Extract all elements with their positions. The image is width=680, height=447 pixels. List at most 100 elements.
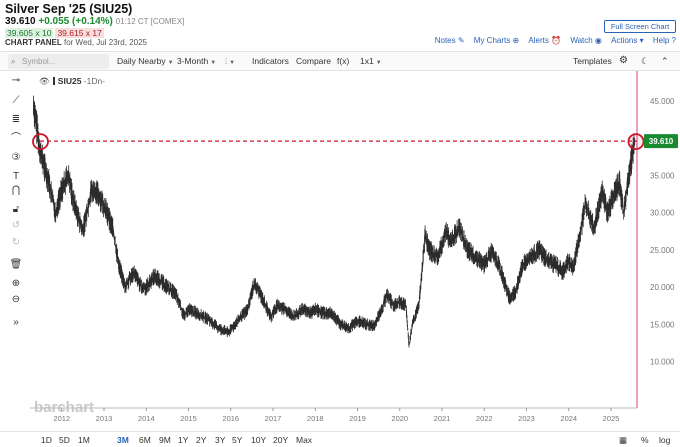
compare-button[interactable]: Compare — [296, 56, 331, 66]
top-links: Notes ✎ My Charts ⊕ Alerts ⏰ Watch ◉ Act… — [428, 36, 676, 45]
last-price: 39.610 — [5, 16, 36, 27]
alarm-clock-icon: ⏰ — [551, 36, 562, 45]
frequency-dropdown[interactable]: Daily Nearby ▼ — [117, 56, 174, 66]
x-tick-label: 2014 — [138, 414, 155, 423]
range-2y[interactable]: 2Y — [196, 435, 207, 445]
chart-legend: 👁︎ SIU25 -1Dn- — [39, 76, 105, 87]
price-tag — [644, 134, 678, 149]
range-20y[interactable]: 20Y — [273, 435, 289, 445]
x-tick-label: 2022 — [476, 414, 493, 423]
range-9m[interactable]: 9M — [159, 435, 171, 445]
period-label: 3-Month — [177, 56, 209, 66]
chart-type-dropdown[interactable]: ⫶ ▼ — [225, 56, 235, 67]
number-marker-icon[interactable]: ③ — [11, 152, 21, 163]
price-chart[interactable]: barchart45.00040.00035.00030.00025.00020… — [30, 71, 680, 428]
range-10y[interactable]: 10Y — [251, 435, 267, 445]
end-price-circle — [627, 133, 645, 151]
pencil-icon: ✎ — [457, 36, 465, 45]
range-1y[interactable]: 1Y — [178, 435, 189, 445]
x-tick-label: 2025 — [603, 414, 620, 423]
range-bar: 1D 5D 1M 3M 6M 9M 1Y 2Y 3Y 5Y 10Y 20Y Max ▦ % log — [0, 431, 680, 447]
range-5d[interactable]: 5D — [59, 435, 70, 445]
fibonacci-tool-icon[interactable]: ≣ — [11, 114, 21, 125]
y-tick-label: 35.000 — [650, 171, 675, 180]
chart-toolbar: ⌕ Symbol... Daily Nearby ▼ 3-Month ▼ ⫶ ▼ In… — [0, 51, 680, 71]
x-tick-label: 2024 — [560, 414, 577, 423]
legend-symbol: SIU25 — [57, 76, 82, 86]
trendline-tool-icon[interactable]: ⟋ — [12, 95, 20, 106]
eye-icon[interactable]: 👁︎ — [39, 76, 50, 86]
help-link[interactable]: Help ? — [653, 36, 676, 45]
range-1d[interactable]: 1D — [41, 435, 52, 445]
undo-icon[interactable]: ↺ — [11, 220, 21, 231]
chevron-up-icon[interactable]: ⌃ — [661, 56, 669, 66]
alerts-link[interactable]: Alerts ⏰ — [528, 36, 561, 45]
log-toggle[interactable]: log — [659, 435, 671, 445]
x-tick-label: 2012 — [53, 414, 70, 423]
candlestick-icon: ⫶ — [225, 56, 228, 66]
chevron-down-icon: ▾ — [639, 36, 644, 45]
zoom-out-icon[interactable]: ⊖ — [11, 294, 21, 305]
help-icon: ? — [671, 36, 676, 45]
watch-link[interactable]: Watch ◉ — [570, 36, 602, 45]
x-tick-label: 2013 — [96, 414, 113, 423]
full-screen-chart-button[interactable]: Full Screen Chart — [604, 20, 676, 33]
bid-badge: 39.605 x 10 — [5, 28, 54, 38]
bid-ask: 39.605 x 10 39.615 x 17 — [5, 28, 104, 38]
actions-label: Actions — [611, 36, 638, 45]
crosshair-line-icon[interactable]: ⊸ — [11, 75, 21, 86]
templates-button[interactable]: Templates — [573, 56, 612, 66]
text-tool-icon[interactable]: T — [12, 171, 20, 182]
percent-toggle[interactable]: % — [641, 435, 649, 445]
help-label: Help — [652, 36, 670, 45]
fx-button[interactable]: f(x) — [337, 56, 350, 66]
panel-date: for Wed, Jul 23rd, 2025 — [63, 38, 147, 47]
symbol-search-input[interactable]: ⌕ Symbol... — [8, 54, 109, 69]
range-3m[interactable]: 3M — [117, 435, 129, 445]
chart-canvas[interactable]: barchart45.00040.00035.00030.00025.00020… — [30, 71, 680, 428]
y-tick-label: 15.000 — [650, 320, 675, 329]
start-price-circle — [32, 133, 49, 151]
legend-series-bar — [52, 77, 55, 85]
y-tick-label: 25.000 — [650, 246, 675, 255]
price-tag-label: 39.610 — [649, 137, 674, 146]
range-5y[interactable]: 5Y — [232, 435, 243, 445]
quote-time: 01:12 CT [COMEX] — [115, 17, 185, 26]
watch-label: Watch — [570, 36, 593, 45]
magnet-icon[interactable]: ⋂ — [11, 185, 21, 196]
layout-label: 1x1 — [360, 56, 374, 66]
collapse-toolbar-icon[interactable]: » — [13, 317, 19, 328]
y-tick-label: 30.000 — [650, 209, 675, 218]
redo-icon[interactable]: ↻ — [11, 237, 21, 248]
search-icon: ⌕ — [11, 57, 16, 66]
price-change: +0.055 (+0.14%) — [38, 16, 113, 27]
trash-icon[interactable]: 🗑︎ — [9, 259, 23, 270]
zoom-in-icon[interactable]: ⊕ — [11, 278, 21, 289]
period-dropdown[interactable]: 3-Month ▼ — [177, 56, 216, 66]
my-charts-label: My Charts — [473, 36, 511, 45]
quote-header: Silver Sep '25 (SIU25) 39.610 +0.055 (+0… — [0, 0, 680, 50]
my-charts-link[interactable]: My Charts ⊕ — [474, 36, 519, 45]
crescent-moon-icon[interactable]: ☾ — [641, 56, 650, 66]
actions-menu[interactable]: Actions ▾ — [611, 36, 643, 45]
x-tick-label: 2020 — [391, 414, 408, 423]
range-max[interactable]: Max — [296, 435, 313, 445]
gear-icon[interactable]: ⚙ — [619, 55, 628, 66]
notes-link[interactable]: Notes ✎ — [435, 36, 465, 45]
arc-tool-icon[interactable]: ⌒ — [11, 133, 21, 144]
y-tick-label: 45.000 — [650, 97, 675, 106]
lock-icon[interactable]: 🔓︎ — [12, 204, 20, 215]
indicators-button[interactable]: Indicators — [252, 56, 289, 66]
quote-line: 39.610 +0.055 (+0.14%) 01:12 CT [COMEX] — [5, 16, 184, 27]
ask-badge: 39.615 x 17 — [55, 28, 104, 38]
notes-label: Notes — [434, 36, 456, 45]
range-6m[interactable]: 6M — [139, 435, 151, 445]
layout-dropdown[interactable]: 1x1 ▼ — [360, 56, 382, 66]
x-tick-label: 2016 — [222, 414, 239, 423]
frequency-label: Daily Nearby — [117, 56, 166, 66]
range-1m[interactable]: 1M — [78, 435, 90, 445]
calendar-icon[interactable]: ▦ — [619, 435, 628, 445]
range-3y[interactable]: 3Y — [215, 435, 226, 445]
x-tick-label: 2019 — [349, 414, 366, 423]
panel-label: CHART PANEL — [5, 38, 62, 47]
